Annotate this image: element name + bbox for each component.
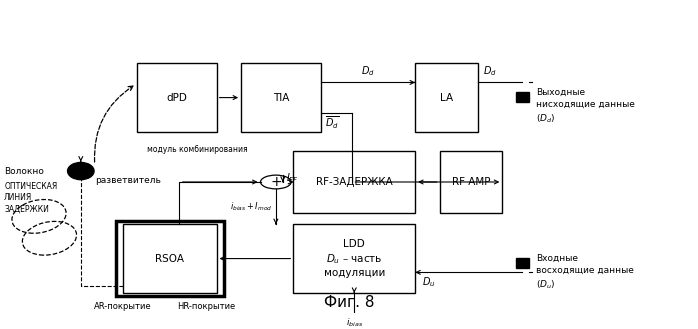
Bar (293, 224, 415, 293)
Ellipse shape (68, 163, 94, 180)
Text: RF AMP: RF AMP (452, 177, 490, 187)
Text: $D_d$: $D_d$ (484, 64, 497, 78)
Text: разветвитель: разветвитель (95, 176, 161, 185)
Text: TIA: TIA (273, 92, 289, 103)
Text: Выходные
нисходящие данные
($D_d$): Выходные нисходящие данные ($D_d$) (535, 88, 634, 125)
Text: RF-ЗАДЕРЖКА: RF-ЗАДЕРЖКА (316, 177, 392, 187)
Text: LDD
$D_u$ – часть
модуляции: LDD $D_u$ – часть модуляции (324, 239, 385, 278)
Bar (517, 258, 528, 268)
Text: $i_{bias}$: $i_{bias}$ (346, 316, 363, 329)
Text: +: + (270, 175, 282, 189)
Text: $I_{FF}$: $I_{FF}$ (286, 172, 299, 186)
Bar (123, 224, 216, 293)
Text: $D_u$: $D_u$ (422, 275, 436, 289)
Text: Фиг. 8: Фиг. 8 (324, 295, 374, 310)
Bar (517, 92, 528, 102)
Bar (415, 63, 478, 132)
Text: $D_d$: $D_d$ (362, 64, 375, 78)
Text: Волокно: Волокно (4, 166, 44, 176)
Text: $i_{bias}+I_{mod}$: $i_{bias}+I_{mod}$ (230, 200, 272, 213)
Bar (293, 151, 415, 213)
Bar (116, 221, 223, 296)
Bar (241, 63, 321, 132)
Text: модуль комбинирования: модуль комбинирования (147, 145, 248, 154)
Text: RSOA: RSOA (155, 254, 184, 264)
Text: dPD: dPD (166, 92, 187, 103)
Text: LA: LA (440, 92, 453, 103)
Text: HR-покрытие: HR-покрытие (177, 302, 235, 311)
Text: ОПТИЧЕСКАЯ
ЛИНИЯ
ЗАДЕРЖКИ: ОПТИЧЕСКАЯ ЛИНИЯ ЗАДЕРЖКИ (4, 182, 57, 213)
Text: AR-покрытие: AR-покрытие (94, 302, 151, 311)
Text: $\overline{D_d}$: $\overline{D_d}$ (325, 114, 339, 131)
Bar (137, 63, 216, 132)
Bar (440, 151, 503, 213)
Text: Входные
восходящие данные
($D_u$): Входные восходящие данные ($D_u$) (535, 254, 634, 291)
